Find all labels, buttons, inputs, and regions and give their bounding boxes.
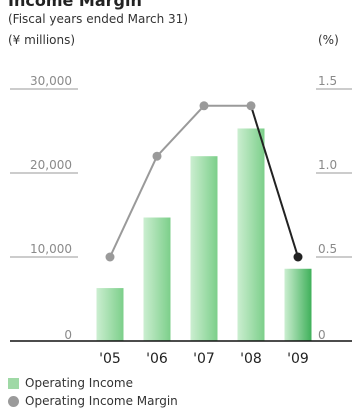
- legend-item-operating-income-margin: Operating Income Margin: [8, 392, 178, 410]
- margin-point: [105, 252, 115, 262]
- x-tick-label: '05: [99, 351, 121, 367]
- margin-point: [199, 101, 209, 111]
- left-tick-label: 0: [64, 328, 72, 342]
- legend-label-operating-income-margin: Operating Income Margin: [25, 394, 178, 408]
- right-tick-label: 1.5: [318, 74, 337, 88]
- legend: Operating Income Operating Income Margin: [8, 374, 178, 410]
- legend-item-operating-income: Operating Income: [8, 374, 178, 392]
- operating-income-bar: [284, 268, 312, 341]
- margin-line-segment: [156, 105, 205, 157]
- x-tick-label: '07: [193, 351, 215, 367]
- right-tick-label: 0: [318, 328, 326, 342]
- operating-income-bar: [143, 217, 171, 341]
- right-tick-label: 0.5: [318, 242, 337, 256]
- right-tick-label: 1.0: [318, 158, 337, 172]
- legend-label-operating-income: Operating Income: [25, 376, 133, 390]
- left-tick-label: 10,000: [30, 242, 72, 256]
- margin-point: [246, 101, 256, 111]
- x-tick-label: '09: [287, 351, 309, 367]
- bar-swatch-icon: [8, 377, 19, 389]
- chart-title: Income Margin: [8, 0, 142, 10]
- dot-swatch-icon: [8, 395, 19, 407]
- left-axis-unit: (¥ millions): [8, 33, 76, 47]
- x-tick-label: '08: [240, 351, 262, 367]
- right-axis-unit: (%): [318, 33, 339, 47]
- x-tick-label: '06: [146, 351, 168, 367]
- left-tick-label: 30,000: [30, 74, 72, 88]
- operating-income-bar: [190, 156, 218, 341]
- left-tick-label: 20,000: [30, 158, 72, 172]
- margin-line-segment: [250, 105, 299, 258]
- margin-point: [293, 252, 303, 262]
- chart-subtitle: (Fiscal years ended March 31): [8, 12, 188, 26]
- margin-point: [152, 151, 162, 161]
- operating-income-bar: [237, 128, 265, 341]
- operating-income-bar: [96, 288, 124, 341]
- margin-line-segment: [109, 155, 158, 258]
